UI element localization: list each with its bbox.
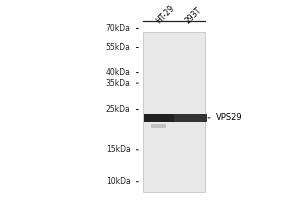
Text: 25kDa: 25kDa	[106, 105, 130, 114]
Text: 15kDa: 15kDa	[106, 145, 130, 154]
Bar	[142, 32, 205, 192]
Bar	[144, 114, 177, 122]
Text: 10kDa: 10kDa	[106, 177, 130, 186]
Text: 70kDa: 70kDa	[106, 24, 130, 33]
Bar	[174, 114, 207, 122]
Bar	[152, 124, 166, 128]
Text: VPS29: VPS29	[216, 113, 242, 122]
Text: 40kDa: 40kDa	[106, 68, 130, 77]
Text: HT-29: HT-29	[154, 4, 176, 26]
Text: 35kDa: 35kDa	[106, 79, 130, 88]
Text: 55kDa: 55kDa	[106, 43, 130, 52]
Text: 293T: 293T	[184, 6, 204, 26]
